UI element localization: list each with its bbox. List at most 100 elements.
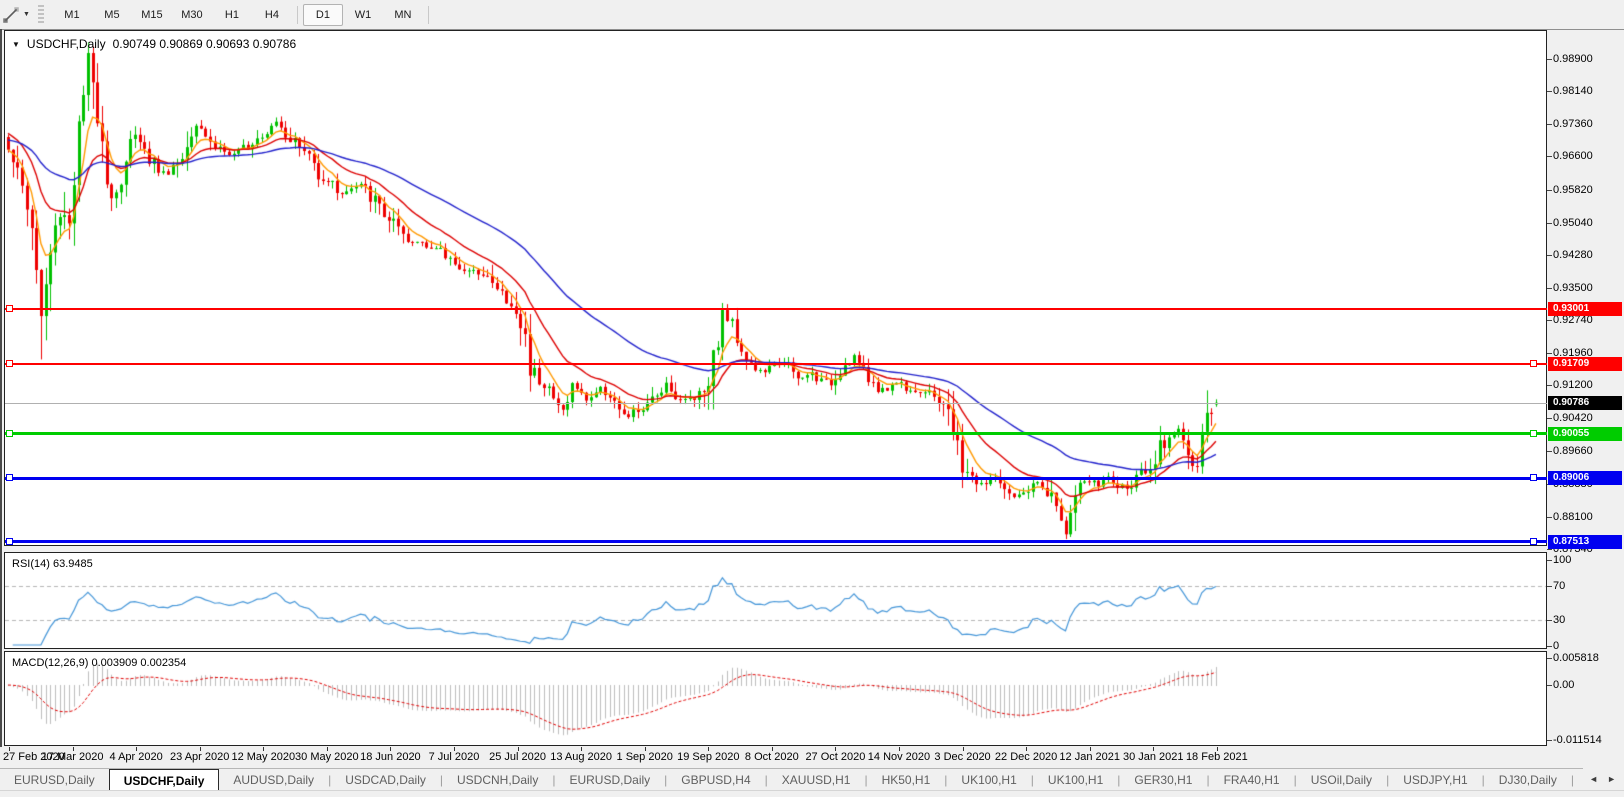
symbol-tab-eurusd-daily[interactable]: EURUSD,Daily: [569, 773, 651, 787]
date-axis-label: 14 Nov 2020: [867, 751, 931, 763]
symbol-tab-bar: EURUSD,Daily USDCHF,Daily AUDUSD,Daily | USD…: [0, 768, 1624, 791]
candlestick-chart-canvas[interactable]: [5, 31, 1546, 545]
price-axis-label: 0.87340: [1553, 543, 1593, 555]
price-axis-tick: [1547, 418, 1552, 419]
hline-0.90055[interactable]: [5, 432, 1547, 436]
price-axis-tick: [1547, 91, 1552, 92]
hline-handle-left[interactable]: [6, 474, 13, 482]
symbol-tab-fra40-h1[interactable]: FRA40,H1: [1223, 773, 1280, 787]
date-axis-label: 25 Jul 2020: [489, 751, 546, 763]
tab-separator: |: [1481, 773, 1485, 787]
tab-separator: |: [1030, 773, 1034, 787]
chart-collapse-icon[interactable]: ▼: [12, 39, 20, 49]
price-axis-tick: [1547, 124, 1552, 125]
date-axis-label: 4 Apr 2020: [109, 751, 163, 763]
timeframe-button-h4[interactable]: H4: [264, 8, 279, 21]
price-axis-label: 0.90420: [1553, 412, 1593, 424]
date-axis-tick: [835, 747, 836, 751]
symbol-tab-xauusd-h1[interactable]: XAUUSD,H1: [781, 773, 851, 787]
tab-separator: |: [664, 773, 668, 787]
symbol-tab-eurusd-daily[interactable]: EURUSD,Daily: [14, 773, 95, 787]
date-axis-label: 18 Feb 2021: [1185, 751, 1248, 763]
price-axis-tick: [1547, 484, 1552, 485]
line-studies-icon[interactable]: [1, 5, 21, 25]
date-axis-label: 30 May 2020: [295, 751, 359, 763]
macd-label: MACD(12,26,9) 0.003909 0.002354: [12, 657, 187, 669]
tab-separator: |: [1570, 773, 1574, 787]
hline-handle-right[interactable]: [1530, 537, 1537, 545]
date-axis-label: 13 Aug 2020: [550, 751, 613, 763]
hline-0.93001[interactable]: [5, 307, 1547, 310]
tab-separator: |: [552, 773, 556, 787]
rsi-axis-tick: [1547, 620, 1552, 621]
tab-scroll-right-icon[interactable]: ►: [1607, 774, 1616, 784]
symbol-tab-gbpusd-h4[interactable]: GBPUSD,H4: [681, 773, 751, 787]
hline-handle-left[interactable]: [6, 537, 13, 545]
timeframe-button-mn[interactable]: MN: [394, 8, 412, 21]
hline-price-label: 0.93001: [1548, 301, 1622, 316]
macd-chart-canvas[interactable]: [5, 652, 1546, 745]
timeframe-button-m5[interactable]: M5: [104, 8, 120, 21]
date-axis-label: 27 Oct 2020: [805, 751, 866, 763]
toolbar: ▼ M1 M5 M15 M30 H1 H4 D1 W1 MN: [0, 0, 1624, 30]
price-axis-tick: [1547, 190, 1552, 191]
tab-separator: |: [328, 773, 332, 787]
hline-handle-left[interactable]: [6, 359, 13, 367]
timeframe-button-d1[interactable]: D1: [302, 3, 343, 26]
symbol-tab-usdcnh-daily[interactable]: USDCNH,Daily: [457, 773, 539, 787]
hline-handle-right[interactable]: [1530, 429, 1537, 437]
rsi-axis-label: 70: [1553, 580, 1566, 592]
timeframe-button-m15[interactable]: M15: [141, 8, 163, 21]
hline-handle-left[interactable]: [6, 429, 13, 437]
hline-0.89006[interactable]: [5, 476, 1547, 480]
tab-separator: |: [1206, 773, 1210, 787]
symbol-tab-dj30-daily[interactable]: DJ30,Daily: [1498, 773, 1557, 787]
symbol-tab-uk100-h1[interactable]: UK100,H1: [1047, 773, 1104, 787]
symbol-tab-hk50-h1[interactable]: HK50,H1: [881, 773, 931, 787]
tab-separator: |: [439, 773, 443, 787]
tab-scroll-left-icon[interactable]: ◄: [1589, 774, 1599, 784]
rsi-axis-label: 30: [1553, 614, 1566, 626]
tab-separator: |: [764, 773, 768, 787]
date-axis-label: 12 May 2020: [231, 751, 296, 763]
rsi-axis-tick: [1547, 646, 1552, 647]
symbol-tab-usdcad-daily[interactable]: USDCAD,Daily: [345, 773, 426, 787]
symbol-tab-ger30-h1[interactable]: GER30,H1: [1134, 773, 1193, 787]
timeframe-buttons: M1 M5 M15 M30 H1 H4 D1 W1 MN: [52, 0, 434, 29]
macd-indicator-panel[interactable]: MACD(12,26,9) 0.003909 0.002354: [4, 651, 1547, 746]
date-axis-label: 30 Jan 2021: [1122, 751, 1184, 763]
price-axis-tick: [1547, 288, 1552, 289]
timeframe-button-w1[interactable]: W1: [354, 8, 372, 21]
toolbar-dropdown-arrow-icon[interactable]: ▼: [23, 11, 30, 18]
hline-handle-right[interactable]: [1530, 474, 1537, 482]
symbol-tab-audusd-daily[interactable]: AUDUSD,Daily: [233, 773, 315, 787]
price-axis-label: 0.88100: [1553, 511, 1593, 523]
hline-0.91709[interactable]: [5, 362, 1547, 365]
date-axis-tick: [1026, 747, 1027, 751]
hline-0.87513[interactable]: [5, 540, 1547, 543]
price-axis-label: 0.94280: [1553, 249, 1593, 261]
hline-handle-right[interactable]: [1530, 359, 1537, 367]
rsi-chart-canvas[interactable]: [5, 553, 1546, 648]
date-axis-tick: [1090, 747, 1091, 751]
toolbar-grip-handle[interactable]: [37, 4, 44, 25]
symbol-tab-usdchf-daily[interactable]: USDCHF,Daily: [108, 769, 220, 791]
price-axis-tick: [1547, 549, 1552, 550]
hline-handle-left[interactable]: [6, 304, 13, 312]
date-axis-label: 18 Jun 2020: [360, 751, 421, 763]
timeframe-button-m1[interactable]: M1: [64, 8, 80, 21]
timeframe-button-h1[interactable]: H1: [224, 8, 239, 21]
macd-axis-label: 0.005818: [1553, 652, 1599, 664]
price-chart-panel[interactable]: ▼ USDCHF,Daily 0.90749 0.90869 0.90693 0…: [4, 30, 1547, 546]
price-axis-tick: [1547, 59, 1552, 60]
rsi-axis-tick: [1547, 560, 1552, 561]
symbol-tab-usoil-daily[interactable]: USOil,Daily: [1310, 773, 1373, 787]
macd-axis-label: -0.011514: [1553, 734, 1602, 746]
symbol-tab-usdjpy-h1[interactable]: USDJPY,H1: [1403, 773, 1468, 787]
rsi-indicator-panel[interactable]: RSI(14) 63.9485: [4, 552, 1547, 649]
symbol-tab-uk100-h1[interactable]: UK100,H1: [961, 773, 1017, 787]
price-axis-label: 0.98140: [1553, 85, 1593, 97]
price-axis-tick: [1547, 451, 1552, 452]
date-axis-tick: [390, 747, 391, 751]
timeframe-button-m30[interactable]: M30: [181, 8, 203, 21]
